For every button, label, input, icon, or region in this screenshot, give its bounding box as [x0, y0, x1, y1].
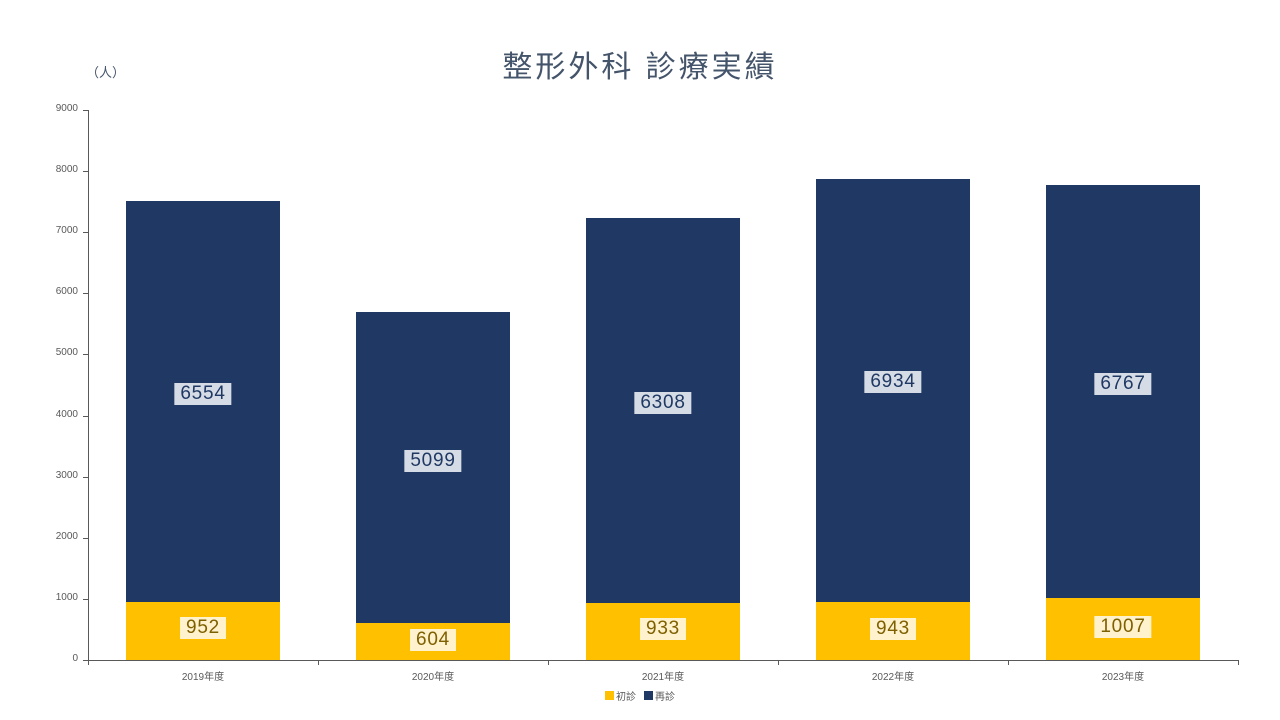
y-axis [88, 110, 89, 660]
y-tick [83, 293, 88, 294]
data-label-shoshin: 933 [640, 618, 686, 640]
y-tick-label: 8000 [28, 164, 78, 175]
data-label-shoshin: 952 [180, 617, 226, 639]
x-tick [778, 660, 779, 665]
x-tick [88, 660, 89, 665]
bar-group: 943 6934 [816, 110, 970, 660]
bar-group: 933 6308 [586, 110, 740, 660]
data-label-shoshin: 604 [410, 629, 456, 651]
legend-swatch [605, 691, 614, 700]
y-tick-label: 6000 [28, 286, 78, 297]
legend-item-shoshin: 初診 [605, 688, 636, 703]
bar-group: 604 5099 [356, 110, 510, 660]
plot-area: 0100020003000400050006000700080009000201… [88, 110, 1238, 660]
y-tick-label: 1000 [28, 592, 78, 603]
legend: 初診 再診 [0, 688, 1280, 703]
legend-label: 初診 [616, 688, 636, 703]
x-tick-label: 2019年度 [182, 668, 224, 683]
chart-title: 整形外科 診療実績 [0, 42, 1280, 86]
legend-label: 再診 [655, 688, 675, 703]
data-label-saishin: 6308 [634, 392, 691, 414]
chart-container: 整形外科 診療実績 （人） 01000200030004000500060007… [0, 0, 1280, 720]
data-label-saishin: 5099 [404, 450, 461, 472]
data-label-shoshin: 943 [870, 618, 916, 640]
y-tick-label: 4000 [28, 409, 78, 420]
x-axis [88, 660, 1238, 661]
x-tick [1008, 660, 1009, 665]
y-tick-label: 3000 [28, 470, 78, 481]
y-tick-label: 0 [28, 653, 78, 664]
data-label-saishin: 6767 [1094, 373, 1151, 395]
legend-item-saishin: 再診 [644, 688, 675, 703]
y-tick [83, 538, 88, 539]
y-tick-label: 5000 [28, 347, 78, 358]
data-label-saishin: 6554 [174, 383, 231, 405]
x-tick [1238, 660, 1239, 665]
bar-group: 952 6554 [126, 110, 280, 660]
x-tick [318, 660, 319, 665]
x-tick-label: 2020年度 [412, 668, 454, 683]
x-tick-label: 2023年度 [1102, 668, 1144, 683]
y-tick-label: 2000 [28, 531, 78, 542]
data-label-saishin: 6934 [864, 371, 921, 393]
y-tick [83, 171, 88, 172]
data-label-shoshin: 1007 [1094, 616, 1151, 638]
y-tick [83, 477, 88, 478]
y-tick [83, 232, 88, 233]
bar-group: 1007 6767 [1046, 110, 1200, 660]
y-tick-label: 9000 [28, 103, 78, 114]
y-tick-label: 7000 [28, 225, 78, 236]
y-tick [83, 599, 88, 600]
x-tick [548, 660, 549, 665]
y-tick [83, 416, 88, 417]
unit-label: （人） [86, 62, 125, 81]
legend-swatch [644, 691, 653, 700]
x-tick-label: 2022年度 [872, 668, 914, 683]
x-tick-label: 2021年度 [642, 668, 684, 683]
y-tick [83, 354, 88, 355]
y-tick [83, 110, 88, 111]
